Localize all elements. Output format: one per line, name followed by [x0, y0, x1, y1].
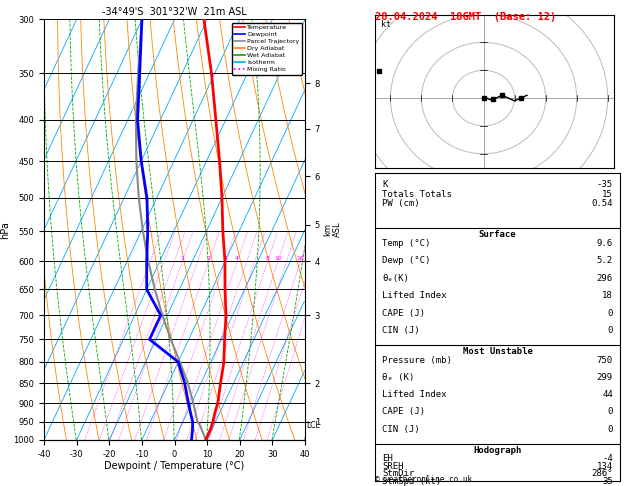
Text: Surface: Surface	[479, 229, 516, 239]
Text: θₑ (K): θₑ (K)	[382, 373, 415, 382]
Text: 18: 18	[602, 291, 613, 300]
Text: 15: 15	[602, 190, 613, 198]
Text: SREH: SREH	[382, 462, 404, 471]
Text: K: K	[382, 180, 387, 189]
Text: 286°: 286°	[591, 469, 613, 478]
Text: Hodograph: Hodograph	[474, 446, 521, 454]
Text: Lifted Index: Lifted Index	[382, 291, 447, 300]
Text: CIN (J): CIN (J)	[382, 425, 420, 434]
Text: -35: -35	[597, 180, 613, 189]
Text: 299: 299	[597, 373, 613, 382]
Text: Dewp (°C): Dewp (°C)	[382, 256, 431, 265]
Text: CAPE (J): CAPE (J)	[382, 407, 425, 417]
Text: 0: 0	[608, 309, 613, 317]
Text: 9.6: 9.6	[597, 239, 613, 247]
Text: -4: -4	[602, 454, 613, 463]
Text: 44: 44	[602, 390, 613, 399]
Text: 8: 8	[265, 257, 270, 261]
Text: 2: 2	[207, 257, 211, 261]
Text: © weatheronline.co.uk: © weatheronline.co.uk	[375, 474, 472, 484]
Text: 5.2: 5.2	[597, 256, 613, 265]
Text: 4: 4	[235, 257, 239, 261]
Text: CAPE (J): CAPE (J)	[382, 309, 425, 317]
Text: Totals Totals: Totals Totals	[382, 190, 452, 198]
Text: 0: 0	[608, 425, 613, 434]
Text: Pressure (mb): Pressure (mb)	[382, 356, 452, 364]
Legend: Temperature, Dewpoint, Parcel Trajectory, Dry Adiabat, Wet Adiabat, Isotherm, Mi: Temperature, Dewpoint, Parcel Trajectory…	[231, 22, 302, 74]
Text: PW (cm): PW (cm)	[382, 199, 420, 208]
Text: Most Unstable: Most Unstable	[462, 347, 533, 356]
X-axis label: Dewpoint / Temperature (°C): Dewpoint / Temperature (°C)	[104, 461, 245, 471]
Text: EH: EH	[382, 454, 393, 463]
Text: 35: 35	[602, 477, 613, 486]
Text: StmSpd (kt): StmSpd (kt)	[382, 477, 442, 486]
Text: 0.54: 0.54	[591, 199, 613, 208]
Text: 3: 3	[223, 257, 227, 261]
Text: 28.04.2024  18GMT  (Base: 12): 28.04.2024 18GMT (Base: 12)	[375, 12, 556, 22]
Text: kt: kt	[381, 20, 391, 29]
Y-axis label: hPa: hPa	[1, 221, 11, 239]
Y-axis label: km
ASL: km ASL	[323, 222, 342, 238]
Text: Temp (°C): Temp (°C)	[382, 239, 431, 247]
Text: 10: 10	[274, 257, 282, 261]
Text: 1: 1	[181, 257, 184, 261]
Text: 296: 296	[597, 274, 613, 282]
Text: StmDir: StmDir	[382, 469, 415, 478]
Title: -34°49'S  301°32'W  21m ASL: -34°49'S 301°32'W 21m ASL	[102, 7, 247, 17]
Text: 134: 134	[597, 462, 613, 471]
Text: CIN (J): CIN (J)	[382, 326, 420, 335]
Text: LCL: LCL	[307, 421, 320, 430]
Text: 0: 0	[608, 326, 613, 335]
Text: 16: 16	[296, 257, 304, 261]
Text: 750: 750	[597, 356, 613, 364]
Text: 0: 0	[608, 407, 613, 417]
Text: Lifted Index: Lifted Index	[382, 390, 447, 399]
Text: θₑ(K): θₑ(K)	[382, 274, 409, 282]
